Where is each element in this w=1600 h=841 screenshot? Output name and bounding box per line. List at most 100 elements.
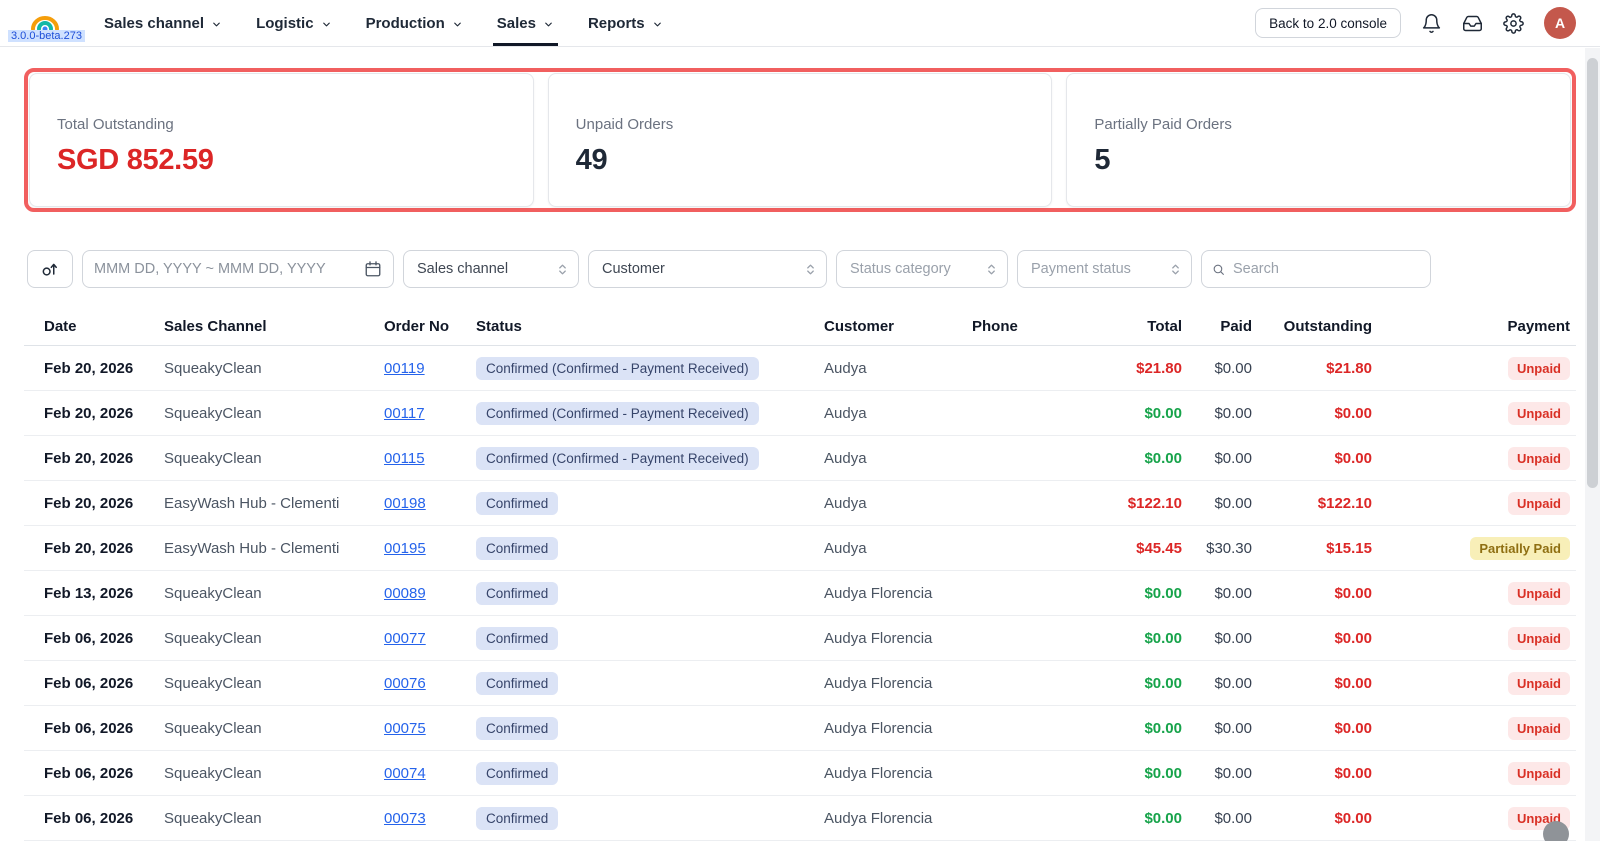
cell-customer: Audya Florencia (824, 764, 933, 782)
scrollbar-thumb[interactable] (1587, 58, 1598, 488)
table-row: Feb 20, 2026 EasyWash Hub - Clementi 001… (24, 481, 1576, 526)
column-header-paid: Paid (1220, 318, 1252, 335)
chevrons-up-down-icon (559, 264, 566, 274)
order-no-link[interactable]: 00076 (384, 674, 426, 692)
chevron-down-icon (322, 22, 330, 26)
cell-customer: Audya (824, 449, 867, 467)
summary-card-label: Total Outstanding (57, 116, 174, 133)
cell-sales-channel: SqueakyClean (164, 629, 262, 647)
cell-outstanding: $0.00 (1334, 449, 1372, 467)
inbox-button[interactable] (1462, 13, 1483, 34)
nav-item-logistic[interactable]: Logistic (256, 0, 332, 46)
table-row: Feb 20, 2026 SqueakyClean 00115 Confirme… (24, 436, 1576, 481)
avatar[interactable]: A (1544, 7, 1576, 39)
cell-outstanding: $0.00 (1334, 404, 1372, 422)
cell-status: Confirmed (476, 671, 824, 695)
cell-date: Feb 20, 2026 (44, 449, 134, 467)
sort-filter-button[interactable] (27, 250, 73, 288)
nav-item-reports[interactable]: Reports (588, 0, 663, 46)
cell-sales-channel: SqueakyClean (164, 359, 262, 377)
cell-date: Feb 06, 2026 (44, 764, 134, 782)
cell-paid: $0.00 (1214, 809, 1252, 827)
cell-outstanding: $15.15 (1326, 539, 1372, 557)
notifications-button[interactable] (1421, 13, 1442, 34)
cell-status: Confirmed (476, 806, 824, 830)
cell-total: $21.80 (1136, 359, 1182, 377)
table-row: Feb 06, 2026 SqueakyClean 00073 Confirme… (24, 796, 1576, 841)
search-input[interactable] (1233, 261, 1420, 277)
cell-sales-channel: SqueakyClean (164, 764, 262, 782)
payment-status-select[interactable]: Payment status (1017, 250, 1192, 288)
cell-total: $0.00 (1144, 629, 1182, 647)
cell-date: Feb 06, 2026 (44, 629, 134, 647)
order-no-link[interactable]: 00089 (384, 584, 426, 602)
nav-item-production[interactable]: Production (366, 0, 463, 46)
order-no-link[interactable]: 00075 (384, 719, 426, 737)
filter-sort-icon (42, 263, 57, 276)
cell-payment: Unpaid (1372, 806, 1570, 830)
filter-bar: Sales channel Customer Status category P… (27, 250, 1576, 288)
cell-total: $0.00 (1144, 404, 1182, 422)
cell-customer: Audya (824, 539, 867, 557)
order-no-link[interactable]: 00195 (384, 539, 426, 557)
cell-date: Feb 20, 2026 (44, 494, 134, 512)
status-badge: Confirmed (476, 536, 559, 560)
table-row: Feb 20, 2026 SqueakyClean 00119 Confirme… (24, 346, 1576, 391)
status-badge: Confirmed (476, 806, 559, 830)
order-no-link[interactable]: 00117 (384, 404, 425, 422)
column-header-order-no: Order No (384, 318, 450, 335)
cell-status: Confirmed (Confirmed - Payment Received) (476, 356, 824, 380)
chevron-down-icon (545, 22, 552, 26)
cell-payment: Unpaid (1372, 626, 1570, 650)
table-row: Feb 13, 2026 SqueakyClean 00089 Confirme… (24, 571, 1576, 616)
cell-date: Feb 13, 2026 (44, 584, 134, 602)
order-no-link[interactable]: 00074 (384, 764, 426, 782)
cell-status: Confirmed (476, 536, 824, 560)
nav-item-label: Sales (496, 14, 536, 32)
cell-paid: $0.00 (1214, 584, 1252, 602)
customer-select[interactable]: Customer (588, 250, 827, 288)
order-no-link[interactable]: 00115 (384, 449, 425, 467)
cell-status: Confirmed (476, 626, 824, 650)
nav-item-sales-channel[interactable]: Sales channel (104, 0, 222, 46)
cell-order-no: 00115 (384, 450, 476, 467)
cell-order-no: 00089 (384, 585, 476, 602)
nav-item-label: Logistic (256, 14, 314, 32)
payment-status-badge: Unpaid (1507, 761, 1570, 785)
order-no-link[interactable]: 00198 (384, 494, 426, 512)
floating-widget-button[interactable] (1543, 821, 1569, 841)
status-category-select[interactable]: Status category (836, 250, 1008, 288)
table-body: Feb 20, 2026 SqueakyClean 00119 Confirme… (24, 346, 1576, 841)
nav-item-label: Reports (587, 14, 645, 32)
cell-sales-channel: SqueakyClean (164, 674, 262, 692)
status-badge: Confirmed (476, 581, 559, 605)
payment-status-badge: Unpaid (1507, 491, 1570, 515)
settings-button[interactable] (1503, 12, 1524, 34)
cell-sales-channel: SqueakyClean (164, 809, 262, 827)
column-header-payment: Payment (1507, 318, 1570, 335)
status-badge: Confirmed (476, 491, 559, 515)
order-no-link[interactable]: 00119 (384, 359, 425, 377)
cell-customer: Audya Florencia (824, 719, 933, 737)
back-to-console-button[interactable]: Back to 2.0 console (1255, 8, 1401, 38)
nav-item-sales[interactable]: Sales (492, 0, 559, 46)
cell-order-no: 00073 (384, 810, 476, 827)
filter-select-value: Payment status (1031, 261, 1131, 277)
payment-status-badge: Partially Paid (1470, 536, 1570, 560)
date-range-field (82, 250, 394, 288)
sales-channel-select[interactable]: Sales channel (403, 250, 579, 288)
cell-outstanding: $0.00 (1334, 584, 1372, 602)
order-no-link[interactable]: 00077 (384, 629, 426, 647)
cell-sales-channel: SqueakyClean (164, 719, 262, 737)
date-range-input[interactable] (94, 261, 358, 277)
order-no-link[interactable]: 00073 (384, 809, 426, 827)
cell-status: Confirmed (Confirmed - Payment Received) (476, 446, 824, 470)
cell-payment: Unpaid (1372, 401, 1570, 425)
chevron-down-icon (213, 22, 220, 26)
cell-customer: Audya Florencia (824, 809, 933, 827)
cell-total: $45.45 (1136, 539, 1182, 557)
cell-payment: Unpaid (1372, 446, 1570, 470)
cell-date: Feb 06, 2026 (44, 719, 134, 737)
summary-card-value: 49 (575, 144, 608, 176)
cell-total: $0.00 (1144, 449, 1182, 467)
